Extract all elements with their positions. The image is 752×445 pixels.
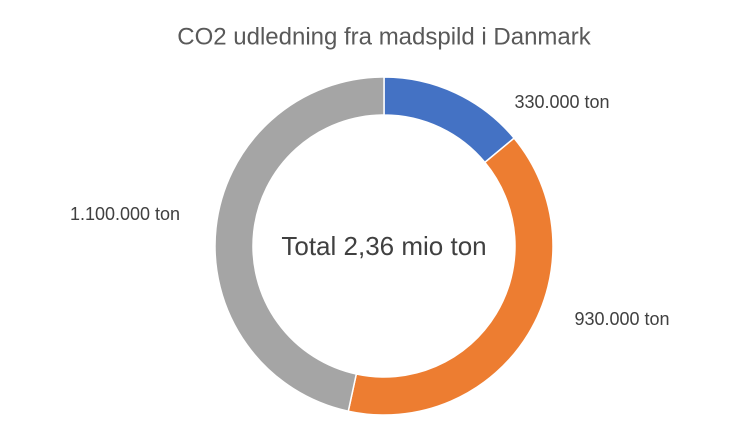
chart-title: CO2 udledning fra madspild i Danmark bbox=[177, 23, 592, 50]
donut-segment bbox=[383, 76, 516, 164]
data-label: 1.100.000 ton bbox=[70, 204, 180, 224]
center-annotation: Total 2,36 mio ton bbox=[281, 231, 486, 261]
data-label: 930.000 ton bbox=[574, 309, 669, 329]
data-label: 330.000 ton bbox=[514, 92, 609, 112]
donut-segment bbox=[214, 76, 385, 413]
donut-segment bbox=[347, 137, 554, 416]
